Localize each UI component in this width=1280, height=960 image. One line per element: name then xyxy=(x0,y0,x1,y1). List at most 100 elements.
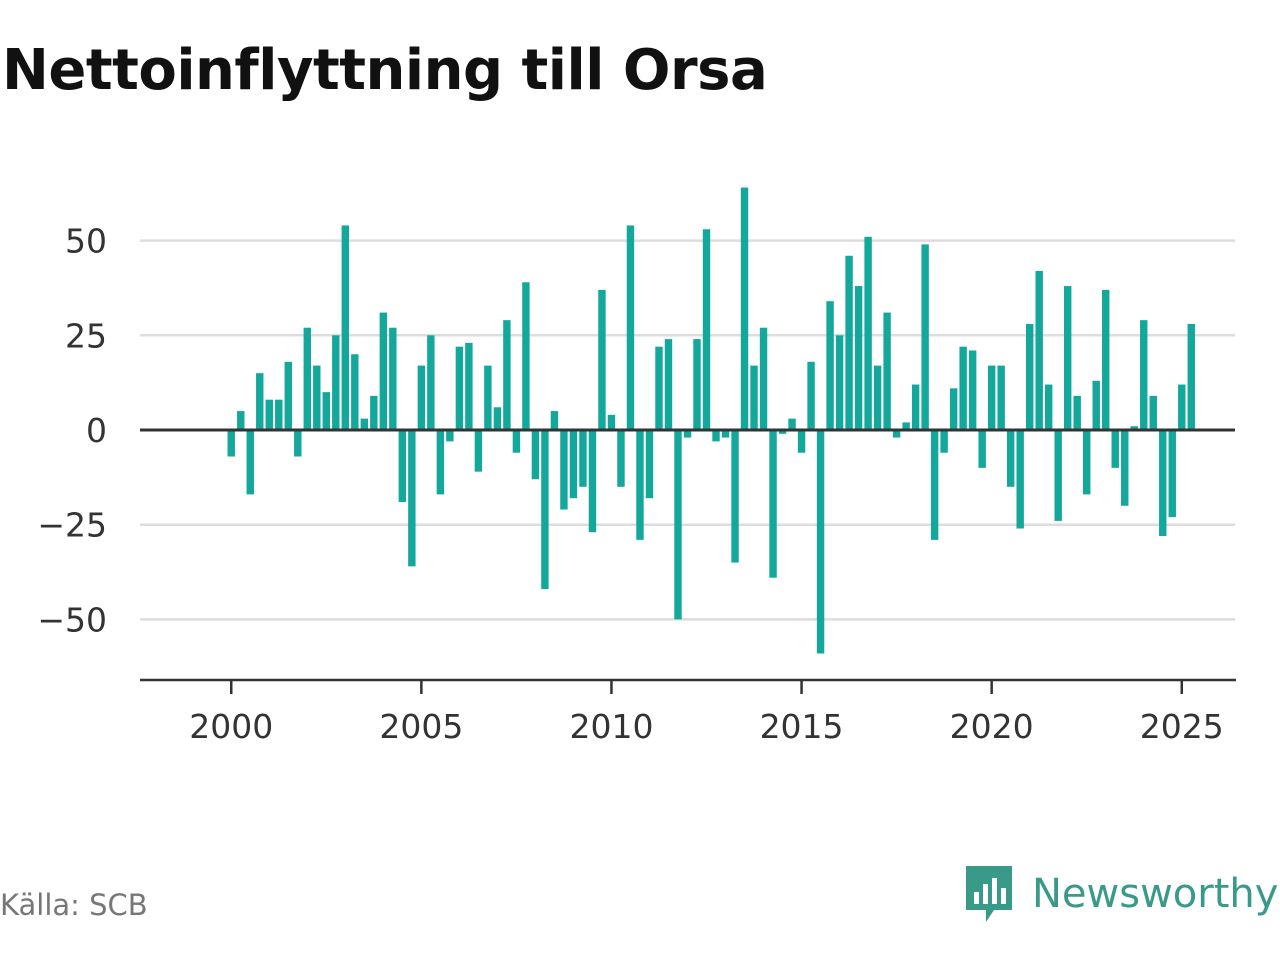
bar xyxy=(560,430,568,510)
bar xyxy=(408,430,416,567)
bar xyxy=(864,236,872,430)
bar xyxy=(826,301,834,430)
x-tick-label: 2015 xyxy=(760,707,844,746)
bar xyxy=(1140,320,1148,430)
bar xyxy=(759,327,768,430)
bar xyxy=(294,430,302,457)
bar xyxy=(636,430,644,540)
chart-title: Nettoinflyttning till Orsa xyxy=(2,38,768,103)
bar xyxy=(360,418,369,430)
bar xyxy=(911,384,920,430)
bar xyxy=(788,418,796,430)
x-tick-label: 2005 xyxy=(379,707,463,746)
gridlines xyxy=(140,239,1235,621)
bar xyxy=(1149,395,1157,430)
x-tick-label: 2025 xyxy=(1140,707,1224,746)
bar xyxy=(664,339,673,430)
bar xyxy=(721,430,730,438)
bar xyxy=(370,395,378,430)
bar xyxy=(303,327,311,430)
bar xyxy=(332,335,340,430)
bars xyxy=(227,187,1195,654)
bar-chart: 50 25 0 −25 −50 2000 2005 2010 2015 2020 2025 xyxy=(37,187,1236,746)
x-tick-label: 2010 xyxy=(569,707,653,746)
bar xyxy=(588,430,597,533)
bar xyxy=(626,225,635,430)
bar xyxy=(997,365,1005,430)
x-tick-label: 2020 xyxy=(950,707,1034,746)
y-tick-label: 50 xyxy=(65,222,107,261)
bar xyxy=(740,187,749,430)
bar xyxy=(550,411,559,430)
newsworthy-logo[interactable]: Newsworthy xyxy=(964,864,1278,924)
bar xyxy=(1187,323,1195,430)
y-tick-label: 25 xyxy=(65,316,107,355)
bar xyxy=(398,430,407,502)
bar xyxy=(835,335,844,430)
bar xyxy=(465,342,473,430)
bar xyxy=(389,327,397,430)
bar xyxy=(1121,430,1129,506)
bar xyxy=(1168,430,1176,518)
bar xyxy=(436,430,445,495)
bar xyxy=(246,430,254,495)
bar xyxy=(873,365,882,430)
bar xyxy=(940,430,948,453)
bar xyxy=(474,430,483,472)
bar xyxy=(769,430,777,578)
bar xyxy=(493,407,502,430)
bar xyxy=(712,430,720,442)
bar xyxy=(265,399,273,430)
bar xyxy=(921,244,929,430)
bar xyxy=(569,430,578,499)
bar xyxy=(978,430,986,468)
bar xyxy=(484,365,492,430)
bar xyxy=(1073,395,1081,430)
bar xyxy=(607,414,616,430)
bar xyxy=(1044,384,1053,430)
bar xyxy=(902,422,910,430)
bar xyxy=(227,430,235,457)
x-tick-label: 2000 xyxy=(189,707,273,746)
bar xyxy=(1092,380,1100,430)
bar xyxy=(455,346,464,430)
bar xyxy=(1102,289,1110,430)
bar xyxy=(1159,430,1167,537)
bar xyxy=(693,339,701,430)
bar xyxy=(655,346,663,430)
bar xyxy=(1083,430,1091,495)
bar xyxy=(275,399,283,430)
y-tick-label: −50 xyxy=(37,600,107,639)
bar xyxy=(313,365,321,430)
bar xyxy=(1054,430,1062,521)
bar xyxy=(256,373,264,430)
bar xyxy=(683,430,692,438)
bar xyxy=(446,430,454,442)
bar xyxy=(379,312,388,430)
bar xyxy=(674,430,682,620)
bar xyxy=(541,430,549,590)
bar xyxy=(1006,430,1015,487)
bar xyxy=(617,430,625,487)
bar xyxy=(503,320,511,430)
bar xyxy=(987,365,996,430)
bar xyxy=(731,430,739,563)
bar xyxy=(949,388,958,430)
bar xyxy=(930,430,939,540)
bar xyxy=(750,365,758,430)
bar xyxy=(522,282,530,430)
bar xyxy=(351,354,359,430)
y-tick-label: 0 xyxy=(86,411,107,450)
bar xyxy=(1025,323,1034,430)
bar xyxy=(531,430,540,480)
bar xyxy=(579,430,587,487)
bar xyxy=(341,225,350,430)
bar xyxy=(1035,270,1043,430)
bar xyxy=(807,361,815,430)
bar xyxy=(1111,430,1119,468)
bar xyxy=(959,346,967,430)
bar xyxy=(237,411,245,430)
y-tick-label: −25 xyxy=(37,506,107,545)
axes: 50 25 0 −25 −50 2000 2005 2010 2015 2020 2025 xyxy=(37,222,1236,746)
newsworthy-logo-icon xyxy=(966,866,1012,922)
